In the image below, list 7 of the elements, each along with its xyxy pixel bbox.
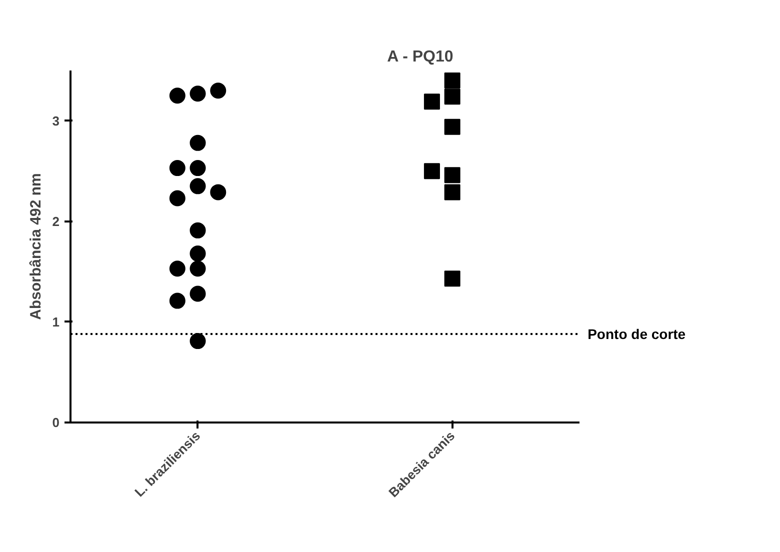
y-tick-label: 2 bbox=[52, 214, 60, 229]
y-tick-label: 1 bbox=[52, 314, 60, 330]
ref-line-label: Ponto de corte bbox=[588, 326, 686, 342]
chart-title: A - PQ10 bbox=[387, 48, 454, 66]
y-tick-label: 0 bbox=[52, 415, 60, 430]
y-axis-title: Absorbância 492 nm bbox=[27, 173, 44, 320]
y-tick-label: 3 bbox=[52, 113, 60, 128]
